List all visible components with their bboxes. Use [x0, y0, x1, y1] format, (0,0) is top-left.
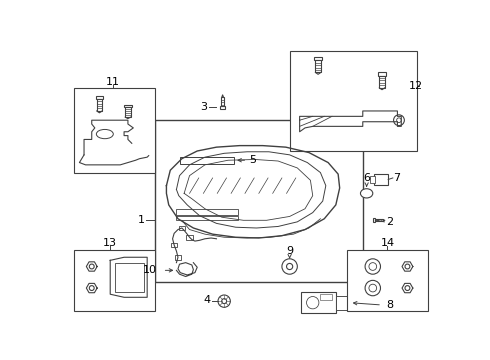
Circle shape: [405, 264, 410, 269]
Text: 11: 11: [105, 77, 120, 87]
Circle shape: [221, 299, 227, 303]
Bar: [301, 292, 336, 314]
Circle shape: [307, 297, 319, 309]
Bar: [316, 60, 321, 72]
Ellipse shape: [361, 189, 373, 198]
Bar: [315, 57, 322, 60]
Bar: [125, 107, 131, 117]
Text: 13: 13: [103, 238, 117, 248]
Bar: [370, 176, 375, 183]
Bar: [180, 157, 234, 164]
Bar: [74, 249, 155, 311]
Circle shape: [369, 263, 377, 270]
Text: 10: 10: [143, 265, 157, 275]
Bar: [290, 51, 416, 151]
Text: 3: 3: [200, 102, 207, 112]
Bar: [175, 255, 181, 260]
Bar: [155, 120, 363, 282]
Bar: [347, 249, 428, 311]
Text: 14: 14: [380, 238, 394, 248]
Bar: [179, 226, 185, 230]
Text: 1: 1: [138, 215, 145, 225]
Circle shape: [365, 280, 381, 296]
Bar: [374, 174, 388, 185]
Circle shape: [365, 259, 381, 274]
Text: 9: 9: [286, 246, 293, 256]
Bar: [176, 209, 238, 215]
Circle shape: [397, 118, 401, 122]
Circle shape: [393, 115, 404, 126]
Circle shape: [218, 295, 230, 307]
Bar: [187, 235, 193, 239]
Circle shape: [369, 284, 377, 292]
Text: 4: 4: [203, 294, 210, 305]
Polygon shape: [375, 219, 383, 221]
Bar: [320, 294, 332, 300]
Bar: [378, 72, 386, 76]
Polygon shape: [220, 106, 225, 109]
Bar: [74, 88, 155, 172]
Ellipse shape: [97, 130, 113, 139]
Text: 12: 12: [409, 81, 423, 91]
Bar: [115, 263, 144, 292]
Circle shape: [89, 264, 94, 269]
Text: 5: 5: [249, 155, 256, 165]
Bar: [171, 243, 177, 247]
Text: 7: 7: [393, 173, 401, 183]
Text: 2: 2: [386, 217, 393, 227]
Text: 6: 6: [363, 173, 370, 183]
Text: 8: 8: [386, 300, 393, 310]
Circle shape: [287, 264, 293, 270]
Bar: [124, 105, 132, 107]
Polygon shape: [373, 218, 375, 222]
Bar: [176, 216, 238, 220]
Polygon shape: [221, 97, 224, 106]
Bar: [336, 296, 350, 310]
Circle shape: [282, 259, 297, 274]
Circle shape: [405, 285, 410, 291]
Bar: [96, 95, 103, 99]
Bar: [97, 99, 102, 111]
Circle shape: [89, 285, 94, 291]
Bar: [379, 76, 385, 88]
